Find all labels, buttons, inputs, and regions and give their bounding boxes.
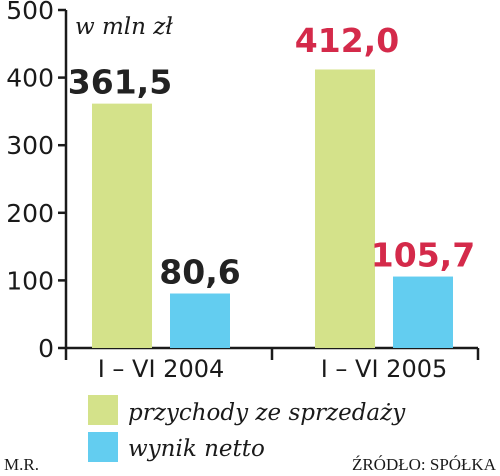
bar — [393, 276, 453, 348]
legend-swatch-net-income — [88, 432, 118, 462]
x-category-label: I – VI 2004 — [98, 355, 225, 383]
data-label: 80,6 — [159, 253, 240, 292]
y-tick-label: 0 — [38, 334, 54, 363]
legend-label-revenue: przychody ze sprzedaży — [128, 400, 406, 426]
source-credit: ŹRÓDŁO: SPÓŁKA — [352, 455, 497, 474]
legend-swatch-revenue — [88, 395, 118, 425]
x-category-label: I – VI 2005 — [321, 355, 448, 383]
value-labels: 361,5 80,6 412,0 105,7 — [68, 21, 475, 292]
unit-label: w mln zł — [75, 14, 173, 40]
bar — [92, 103, 152, 348]
bars — [92, 69, 453, 348]
data-label: 105,7 — [371, 236, 475, 275]
y-tick-label: 100 — [6, 266, 54, 295]
axes: 0 100 200 300 400 500 I – VI 2004 I – VI 2005 — [6, 0, 480, 383]
legend-label-net-income: wynik netto — [128, 436, 265, 462]
y-tick-label: 500 — [6, 0, 54, 25]
data-label: 412,0 — [295, 21, 399, 60]
y-tick-label: 300 — [6, 131, 54, 160]
bar — [315, 69, 375, 348]
bar — [170, 293, 230, 348]
y-tick-label: 400 — [6, 64, 54, 93]
data-label: 361,5 — [68, 63, 172, 102]
author-credit: M.R. — [4, 455, 39, 474]
y-tick-label: 200 — [6, 199, 54, 228]
